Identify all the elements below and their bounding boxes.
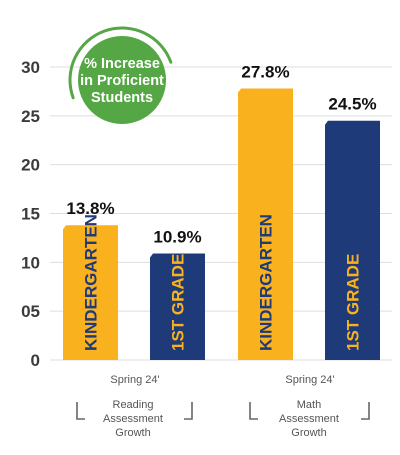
group-labels: Spring 24' Reading Assessment Growth Spring … [76, 374, 370, 439]
group-title-line: Growth [291, 427, 326, 439]
bar-category-label: KINDERGARTEN [257, 214, 276, 351]
bar-category-label: KINDERGARTEN [82, 214, 101, 351]
badge-circle [78, 36, 166, 124]
bar [325, 120, 380, 360]
badge-text-line: Students [91, 90, 153, 106]
bracket-right [361, 402, 370, 420]
group-title-line: Assessment [279, 413, 339, 425]
group-title-line: Growth [115, 427, 150, 439]
badge-text-line: in Proficient [80, 73, 164, 89]
data-label: 10.9% [153, 228, 201, 247]
bar [150, 253, 205, 360]
bracket-left [249, 402, 258, 420]
group-title-line: Assessment [103, 413, 163, 425]
y-tick-label: 25 [21, 107, 40, 126]
badge-text-line: % Increase [84, 56, 160, 72]
badge-text: % Increase in Proficient Students [80, 56, 164, 106]
group-title-line: Reading [113, 399, 154, 411]
proficiency-badge: % Increase in Proficient Students [68, 26, 173, 124]
data-label: 27.8% [241, 62, 289, 81]
group-period-label: Spring 24' [285, 374, 334, 386]
y-tick-label: 30 [21, 58, 40, 77]
y-tick-label: 05 [21, 302, 40, 321]
group-title-line: Math [297, 399, 321, 411]
bar-category-label: 1ST GRADE [344, 254, 363, 351]
y-tick-label: 0 [31, 351, 40, 370]
bar [238, 88, 293, 360]
bar [63, 225, 118, 360]
data-label: 13.8% [66, 199, 114, 218]
badge-ring [68, 26, 173, 100]
y-axis: 0 05 10 15 20 25 30 [21, 58, 40, 370]
bracket-right [184, 402, 193, 420]
y-tick-label: 10 [21, 253, 40, 272]
y-tick-label: 20 [21, 156, 40, 175]
data-label: 24.5% [328, 95, 376, 114]
y-tick-label: 15 [21, 205, 40, 224]
bracket-left [76, 402, 85, 420]
group-period-label: Spring 24' [110, 374, 159, 386]
bar-category-label: 1ST GRADE [169, 254, 188, 351]
bars: 13.8%KINDERGARTEN 10.9%1ST GRADE27.8%KIND… [63, 62, 380, 360]
